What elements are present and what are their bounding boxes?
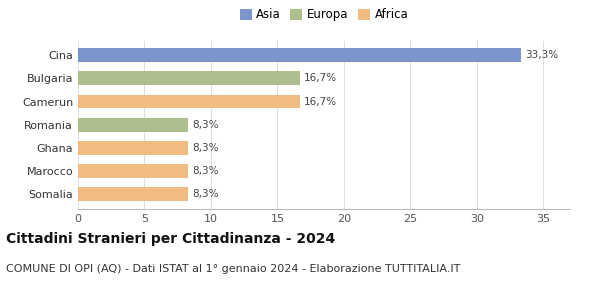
Text: 8,3%: 8,3% <box>193 166 219 176</box>
Legend: Asia, Europa, Africa: Asia, Europa, Africa <box>238 6 410 23</box>
Bar <box>78 118 188 132</box>
Text: 16,7%: 16,7% <box>304 97 337 106</box>
Text: 8,3%: 8,3% <box>193 143 219 153</box>
Text: 8,3%: 8,3% <box>193 189 219 199</box>
Bar <box>78 71 300 85</box>
Bar <box>78 48 521 62</box>
Bar <box>78 95 300 108</box>
Text: 8,3%: 8,3% <box>193 120 219 130</box>
Text: 33,3%: 33,3% <box>525 50 558 60</box>
Text: 16,7%: 16,7% <box>304 73 337 83</box>
Bar <box>78 164 188 178</box>
Bar <box>78 141 188 155</box>
Bar <box>78 187 188 201</box>
Text: COMUNE DI OPI (AQ) - Dati ISTAT al 1° gennaio 2024 - Elaborazione TUTTITALIA.IT: COMUNE DI OPI (AQ) - Dati ISTAT al 1° ge… <box>6 264 460 274</box>
Text: Cittadini Stranieri per Cittadinanza - 2024: Cittadini Stranieri per Cittadinanza - 2… <box>6 232 335 246</box>
